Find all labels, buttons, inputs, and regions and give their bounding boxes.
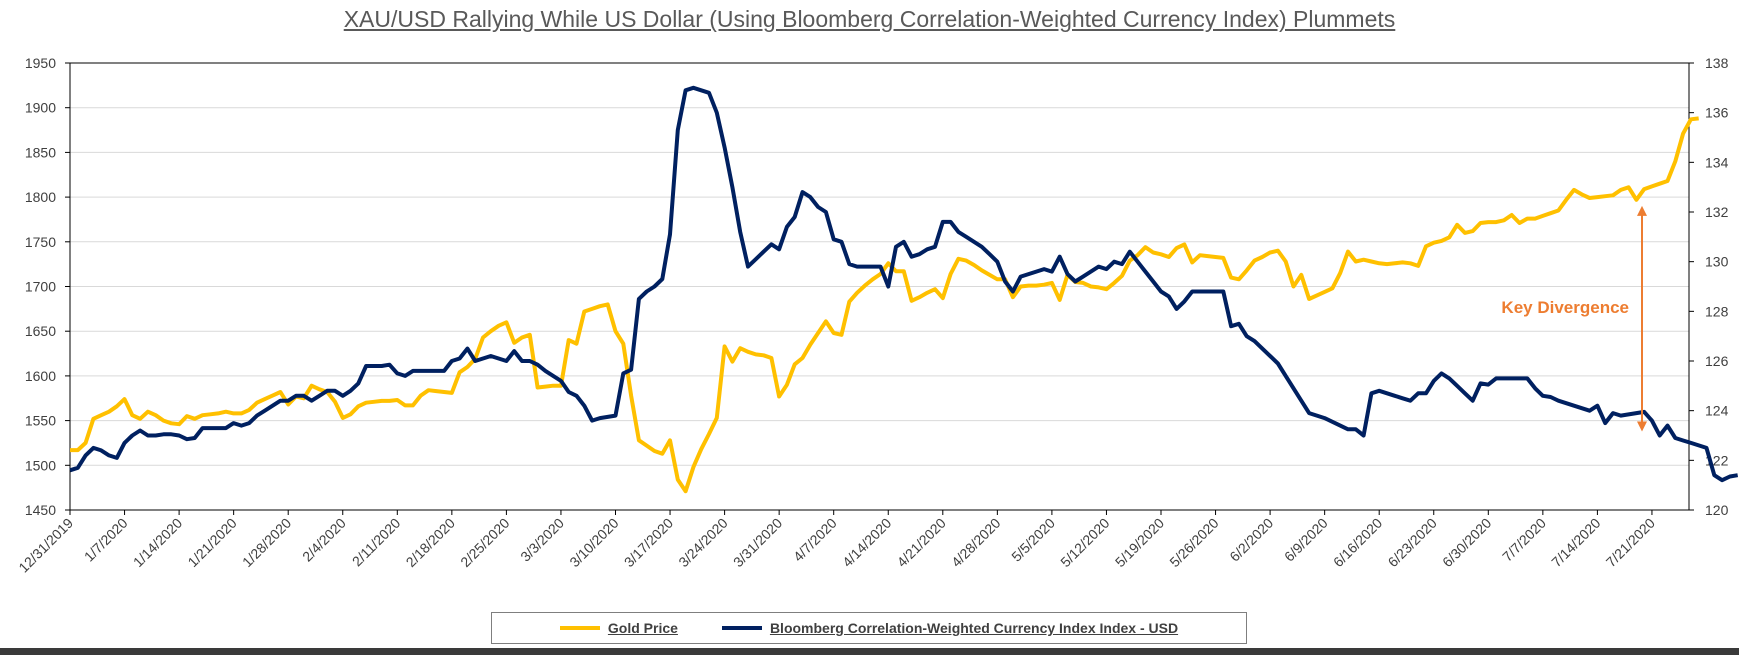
x-tick-label: 1/14/2020	[130, 515, 186, 571]
gridlines	[70, 107, 1689, 466]
x-tick-label: 6/16/2020	[1330, 515, 1386, 571]
series-line-usd	[69, 85, 1739, 483]
y-left-tick-label: 1550	[25, 413, 56, 429]
x-tick-label: 6/2/2020	[1226, 515, 1276, 565]
x-tick-label: 4/7/2020	[790, 515, 840, 565]
bottom-window-bar	[0, 648, 1739, 655]
x-tick-label: 2/11/2020	[349, 515, 404, 570]
y-left-tick-label: 1850	[25, 144, 56, 160]
x-tick-label: 7/21/2020	[1603, 515, 1659, 571]
y-left-tick-label: 1900	[25, 100, 56, 116]
x-tick-label: 2/4/2020	[299, 515, 349, 565]
x-tick-label: 6/9/2020	[1281, 515, 1331, 565]
y-right-tick-label: 130	[1705, 254, 1729, 270]
chart-title: XAU/USD Rallying While US Dollar (Using …	[343, 6, 1396, 32]
legend-swatch-usd	[721, 626, 762, 630]
x-tick-label: 5/5/2020	[1008, 515, 1058, 565]
divergence-arrow-head-top	[1637, 205, 1647, 216]
x-tick-label: 1/7/2020	[81, 515, 131, 565]
x-tick-label: 1/28/2020	[239, 515, 295, 571]
x-tick-label: 3/24/2020	[675, 515, 731, 571]
x-tick-label: 3/17/2020	[621, 515, 677, 571]
legend-item-usd: Bloomberg Correlation-Weighted Currency …	[721, 620, 1179, 636]
x-tick-label: 2/18/2020	[403, 515, 459, 571]
divergence-arrow-head-bottom	[1637, 421, 1647, 432]
x-tick-label: 7/14/2020	[1548, 515, 1604, 571]
y-right-tick-label: 120	[1705, 502, 1729, 518]
x-tick-label: 1/21/2020	[184, 515, 240, 571]
y-left-tick-label: 1700	[25, 279, 56, 295]
y-right-tick-label: 138	[1705, 55, 1729, 71]
y-right-tick-label: 124	[1705, 403, 1729, 419]
legend-label-usd: Bloomberg Correlation-Weighted Currency …	[769, 620, 1179, 636]
y-axis-left: 1450 1500 1550 1600 1650 1700 1750 1800 1850 1900…	[25, 55, 70, 518]
y-right-tick-label: 126	[1705, 353, 1729, 369]
y-left-tick-label: 1800	[25, 189, 56, 205]
x-tick-label: 6/23/2020	[1385, 515, 1441, 571]
x-axis: 12/31/2019 1/7/2020 1/14/2020 1/21/2020 1/28…	[15, 510, 1658, 576]
x-tick-label: 6/30/2020	[1439, 515, 1495, 571]
x-tick-label: 7/7/2020	[1499, 515, 1549, 565]
legend-swatch-gold	[559, 626, 600, 630]
legend-item-gold: Gold Price	[559, 620, 678, 636]
x-tick-label: 3/3/2020	[517, 515, 567, 565]
x-tick-label: 5/12/2020	[1057, 515, 1113, 571]
y-right-tick-label: 132	[1705, 204, 1729, 220]
legend-label-gold: Gold Price	[607, 620, 678, 636]
legend: Gold Price Bloomberg Correlation-Weighte…	[491, 612, 1247, 644]
x-tick-label: 4/28/2020	[948, 515, 1004, 571]
y-left-tick-label: 1450	[25, 502, 56, 518]
y-right-tick-label: 134	[1705, 154, 1729, 170]
annotation-key-divergence: Key Divergence	[1501, 298, 1629, 317]
y-left-tick-label: 1750	[25, 234, 56, 250]
y-left-tick-label: 1950	[25, 55, 56, 71]
y-left-tick-label: 1500	[25, 457, 56, 473]
annotation-layer: Key Divergence	[1501, 205, 1647, 432]
x-tick-label: 4/14/2020	[839, 515, 895, 571]
series-layer	[69, 85, 1739, 494]
y-right-tick-label: 136	[1705, 105, 1729, 121]
x-tick-label: 4/21/2020	[894, 515, 950, 571]
x-tick-label: 5/26/2020	[1166, 515, 1222, 571]
y-left-tick-label: 1600	[25, 368, 56, 384]
x-tick-label: 12/31/2019	[15, 515, 76, 576]
series-line-gold	[70, 116, 1699, 494]
x-tick-label: 3/10/2020	[566, 515, 622, 571]
y-left-tick-label: 1650	[25, 323, 56, 339]
x-tick-label: 3/31/2020	[730, 515, 786, 571]
y-right-tick-label: 128	[1705, 303, 1729, 319]
x-tick-label: 2/25/2020	[457, 515, 513, 571]
x-tick-label: 5/19/2020	[1112, 515, 1168, 571]
